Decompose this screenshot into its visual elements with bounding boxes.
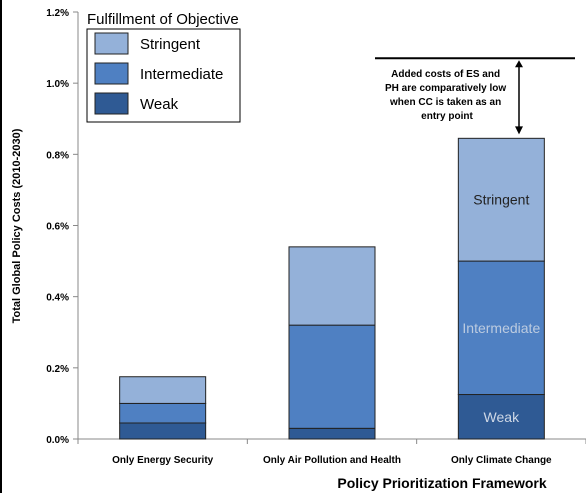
annotation-arrowhead-bottom (515, 126, 523, 135)
y-tick-label: 0.0% (46, 435, 69, 446)
annotation-line-3: when CC is taken as an (389, 97, 501, 108)
x-axis-label: Policy Prioritization Framework (337, 475, 546, 491)
bar-label-stringent: Stringent (473, 192, 529, 208)
x-tick-label: Only Air Pollution and Health (263, 455, 401, 466)
y-tick-label: 0.2% (46, 364, 69, 375)
legend-label-weak: Weak (140, 96, 179, 113)
legend-swatch-intermediate (94, 62, 129, 85)
legend-label-stringent: Stringent (140, 36, 201, 53)
bar-segment-stringent (119, 376, 207, 404)
bar-segment-intermediate (288, 324, 376, 429)
bar-label-intermediate: Intermediate (462, 320, 540, 336)
y-axis-label: Total Global Policy Costs (2010-2030) (11, 128, 23, 323)
annotation-line-2: PH are comparatively low (385, 83, 506, 94)
legend: Fulfillment of Objective Stringent Interm… (86, 11, 241, 123)
bar-label-weak: Weak (484, 409, 521, 425)
x-tick-label: Only Climate Change (451, 455, 552, 466)
bar-segment-weak (288, 427, 376, 440)
y-tick-label: 1.0% (46, 79, 69, 90)
y-tick-label: 1.2% (46, 8, 69, 19)
legend-title: Fulfillment of Objective (87, 11, 239, 28)
bar-segment-weak (457, 394, 545, 440)
bar-segment-weak (119, 422, 207, 440)
bar-segment-intermediate (457, 260, 545, 396)
legend-swatch-weak (94, 92, 129, 115)
y-tick-label: 0.8% (46, 150, 69, 161)
bar-segment-stringent (288, 246, 376, 326)
annotation-text: Added costs of ES and PH are comparative… (385, 69, 509, 122)
legend-swatch-stringent (94, 32, 129, 55)
y-ticks: 0.0% 0.2% 0.4% 0.6% 0.8% 1.0% 1.2% (46, 8, 78, 446)
annotation-line-4: entry point (421, 111, 473, 122)
x-tick-label: Only Energy Security (112, 455, 214, 466)
x-ticks: Only Energy Security Only Air Pollution a… (77, 439, 586, 466)
bar-segment-intermediate (119, 402, 207, 424)
annotation-arrowhead-top (515, 60, 523, 68)
annotation-line-1: Added costs of ES and (391, 69, 500, 80)
bar-segment-stringent (457, 137, 545, 262)
annotation: Added costs of ES and PH are comparative… (375, 57, 575, 135)
legend-label-intermediate: Intermediate (140, 66, 223, 83)
bar-labels: Weak Intermediate Stringent (462, 192, 540, 425)
y-tick-label: 0.4% (46, 293, 69, 304)
bars (119, 137, 545, 440)
y-tick-label: 0.6% (46, 222, 69, 233)
